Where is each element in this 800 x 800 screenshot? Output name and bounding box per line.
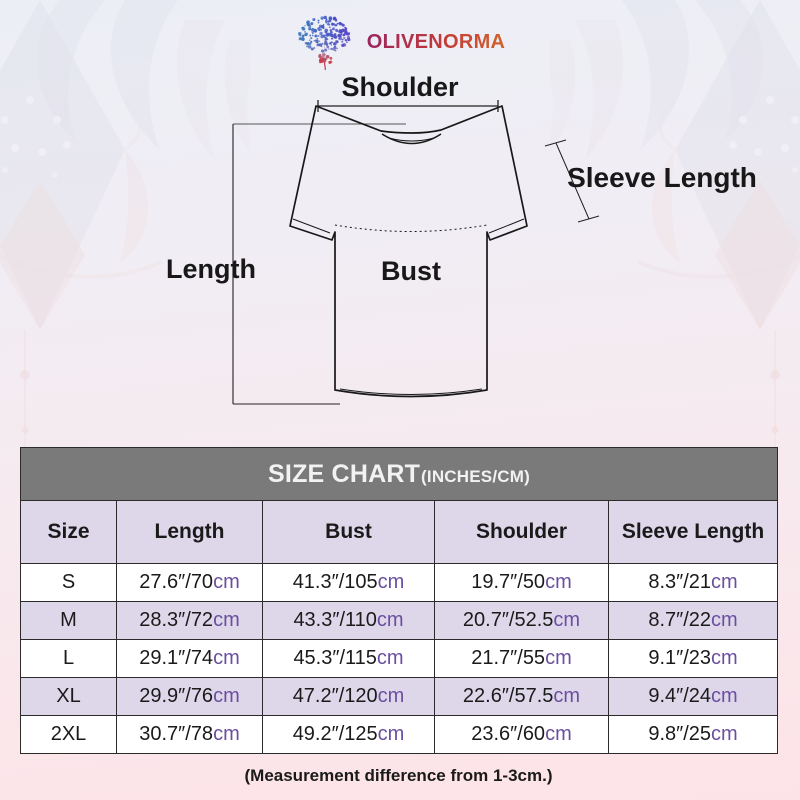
svg-text:Shoulder: Shoulder [341, 72, 458, 102]
svg-text:Length: Length [166, 254, 256, 284]
svg-text:Sleeve Length: Sleeve Length [567, 162, 757, 193]
svg-text:Bust: Bust [381, 256, 441, 286]
